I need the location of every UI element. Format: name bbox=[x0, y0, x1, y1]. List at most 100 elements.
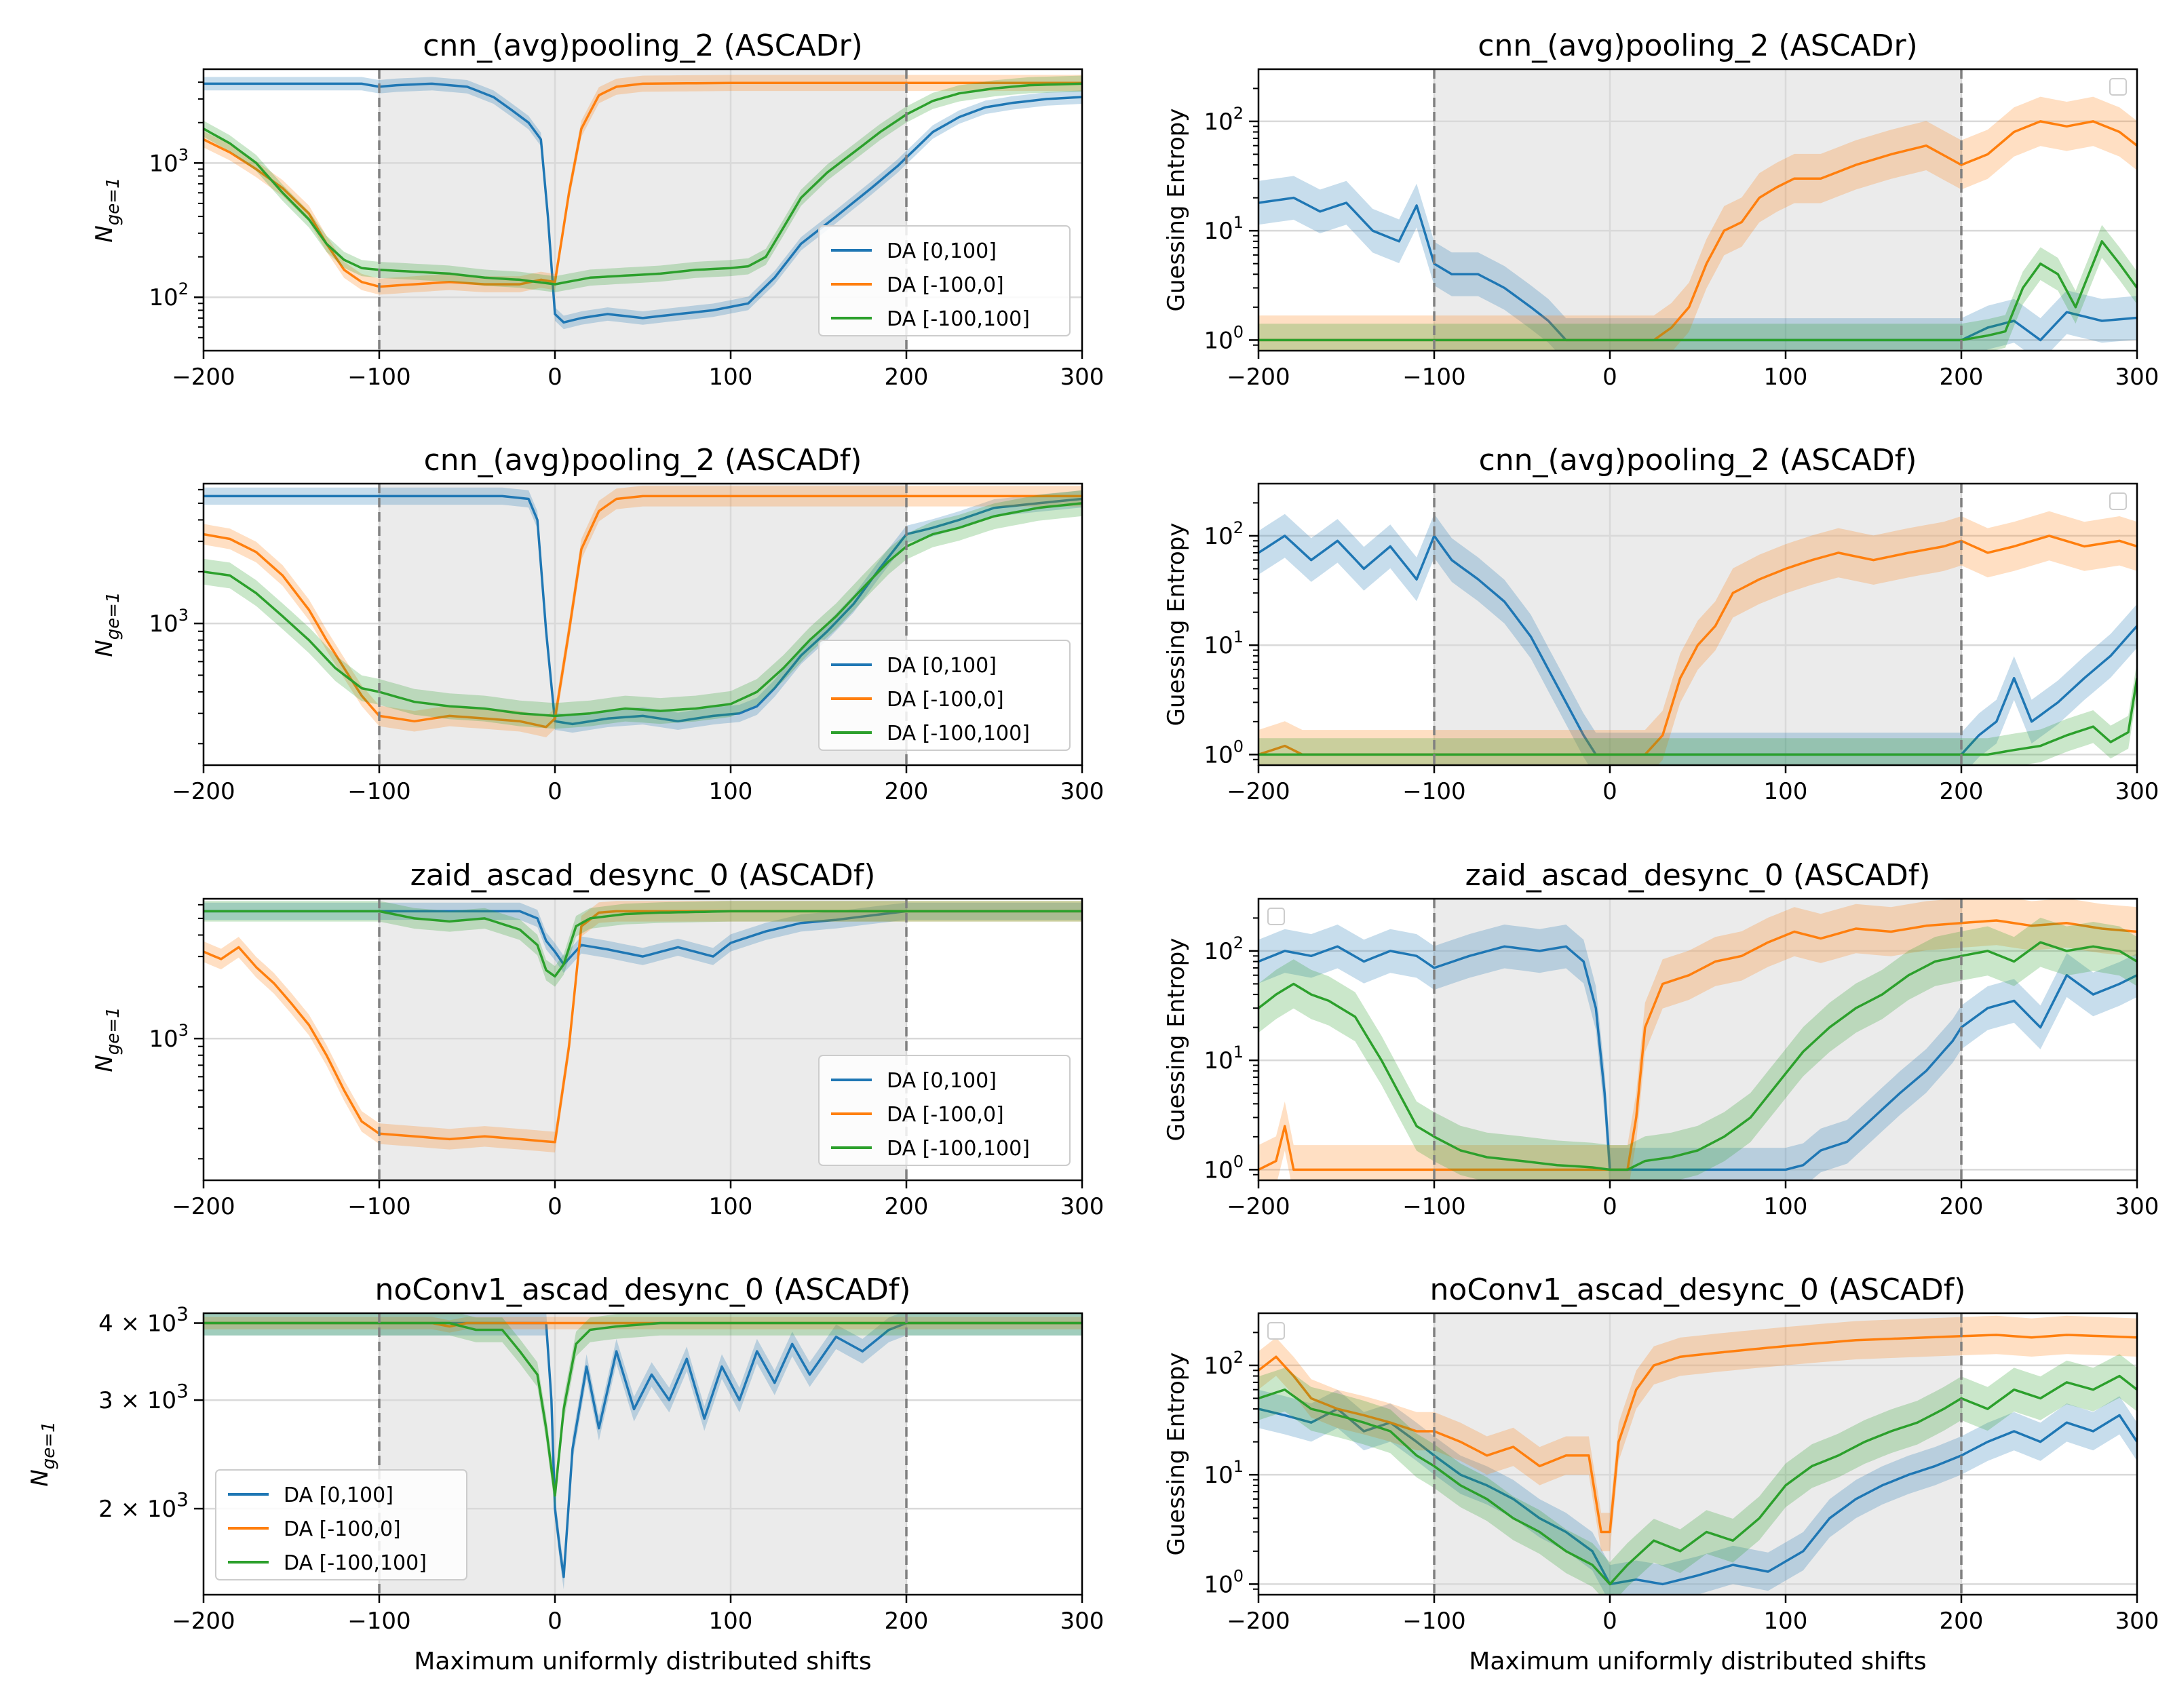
y-tick-label: 100 bbox=[1204, 1152, 1244, 1184]
y-tick-exponent: 0 bbox=[1233, 737, 1244, 756]
x-tick-label: 300 bbox=[2115, 1193, 2159, 1220]
x-tick-label: 100 bbox=[709, 778, 753, 805]
empty-legend-box bbox=[1267, 908, 1285, 925]
series-band-1 bbox=[204, 902, 1082, 973]
empty-legend-box bbox=[2109, 78, 2127, 96]
x-tick-label: −200 bbox=[172, 1608, 235, 1635]
series-band-2 bbox=[1258, 899, 2137, 1180]
y-tick-exponent: 1 bbox=[1233, 1043, 1244, 1062]
series-line-2 bbox=[1258, 919, 2137, 1171]
y-tick-exponent: 2 bbox=[178, 279, 189, 298]
plot-area bbox=[204, 1313, 1082, 1589]
x-tick-label: 200 bbox=[1940, 1193, 1984, 1220]
plot-area bbox=[204, 75, 1082, 330]
y-axis-label: Nge=1 bbox=[26, 1421, 59, 1486]
x-tick-label: 300 bbox=[1060, 364, 1104, 391]
y-axis-label: Guessing Entropy bbox=[1163, 938, 1190, 1142]
x-tick-label: 300 bbox=[1060, 778, 1104, 805]
series-line-1 bbox=[204, 494, 1082, 726]
x-tick-label: 0 bbox=[547, 778, 562, 805]
series-line-3 bbox=[1258, 1374, 2137, 1586]
series-band-3 bbox=[204, 901, 1082, 987]
legend-label-3: DA [-100,100] bbox=[284, 1551, 427, 1575]
y-tick-exponent: 0 bbox=[1233, 322, 1244, 341]
series-line-2 bbox=[204, 81, 1082, 288]
y-tick-exponent: 3 bbox=[178, 606, 189, 625]
chart-title: cnn_(avg)pooling_2 (ASCADf) bbox=[424, 443, 862, 478]
y-tick-label: 103 bbox=[149, 1021, 189, 1053]
x-tick-label: −100 bbox=[347, 1608, 410, 1635]
shaded-region bbox=[1434, 899, 1961, 1180]
x-tick-label: 0 bbox=[547, 364, 562, 391]
x-tick-label: 0 bbox=[1602, 1193, 1617, 1220]
x-tick-label: 200 bbox=[1940, 364, 1984, 391]
x-axis-label: Maximum uniformly distributed shifts bbox=[414, 1648, 871, 1675]
x-tick-label: 0 bbox=[547, 1193, 562, 1220]
series-band-1 bbox=[204, 487, 1082, 733]
chart-4: −200 −100 0 100 200 300100101102cnn_(avg)pool… bbox=[1163, 443, 2159, 805]
x-tick-label: 300 bbox=[1060, 1193, 1104, 1220]
series-band-3 bbox=[204, 1313, 1082, 1508]
series-line-3 bbox=[204, 910, 1082, 978]
chart-title: zaid_ascad_desync_0 (ASCADf) bbox=[410, 858, 876, 893]
legend-label-3: DA [-100,100] bbox=[887, 307, 1030, 331]
y-axis-label: Nge=1 bbox=[91, 177, 123, 242]
y-tick-label: 101 bbox=[1204, 627, 1244, 659]
y-tick-base: 10 bbox=[149, 284, 178, 311]
x-tick-label: 100 bbox=[709, 1193, 753, 1220]
y-tick-base: 2 × 10 bbox=[98, 1496, 176, 1523]
y-tick-exponent: 1 bbox=[1233, 213, 1244, 232]
series-band-3 bbox=[1258, 661, 2137, 765]
chart-title: cnn_(avg)pooling_2 (ASCADr) bbox=[1478, 28, 1917, 63]
y-tick-base: 10 bbox=[1204, 1157, 1233, 1184]
y-tick-label: 102 bbox=[1204, 1348, 1244, 1380]
y-tick-base: 10 bbox=[1204, 1047, 1233, 1074]
series-band-1 bbox=[204, 77, 1082, 330]
x-tick-label: −200 bbox=[1227, 1608, 1290, 1635]
y-tick-base: 10 bbox=[1204, 938, 1233, 965]
y-tick-exponent: 0 bbox=[1233, 1152, 1244, 1171]
axes-frame bbox=[1257, 1312, 2138, 1596]
chart-8: −200 −100 0 100 200 300100101102noConv1_ascad… bbox=[1163, 1273, 2159, 1675]
y-label-main: N bbox=[91, 225, 118, 242]
legend-label-1: DA [0,100] bbox=[887, 654, 997, 678]
chart-3: −200 −100 0 100 200 300 103 cnn_(avg)pooling_2 … bbox=[91, 443, 1104, 805]
x-tick-label: 100 bbox=[1764, 1193, 1808, 1220]
legend-box bbox=[818, 1055, 1071, 1166]
y-tick-exponent: 2 bbox=[1233, 518, 1244, 537]
x-tick-label: −200 bbox=[172, 1193, 235, 1220]
x-tick-label: 300 bbox=[1060, 1608, 1104, 1635]
series-line-1 bbox=[204, 82, 1082, 324]
y-tick-label: 102 bbox=[1204, 104, 1244, 136]
x-tick-label: 300 bbox=[2115, 1608, 2159, 1635]
chart-title: noConv1_ascad_desync_0 (ASCADf) bbox=[375, 1273, 911, 1307]
y-tick-exponent: 2 bbox=[1233, 104, 1244, 123]
y-tick-exponent: 3 bbox=[178, 1021, 189, 1040]
legend: DA [0,100] DA [-100,0] DA [-100,100] bbox=[215, 1469, 467, 1580]
y-label-subscript: ge=1 bbox=[103, 1007, 123, 1055]
series-line-1 bbox=[1258, 945, 2137, 1171]
y-tick-exponent: 3 bbox=[176, 1380, 189, 1402]
y-tick-label: 101 bbox=[1204, 1043, 1244, 1074]
y-label-subscript: ge=1 bbox=[39, 1421, 59, 1469]
series-band-3 bbox=[1258, 225, 2137, 351]
x-tick-label: −200 bbox=[1227, 364, 1290, 391]
y-tick-base: 3 × 10 bbox=[98, 1387, 176, 1414]
x-tick-label: −100 bbox=[347, 778, 410, 805]
legend-label-2: DA [-100,0] bbox=[887, 1103, 1004, 1127]
legend-label-3: DA [-100,100] bbox=[887, 722, 1030, 745]
y-tick-exponent: 3 bbox=[176, 1303, 189, 1325]
y-tick-exponent: 0 bbox=[1233, 1566, 1244, 1585]
axes-frame bbox=[1257, 68, 2138, 352]
y-tick-base: 10 bbox=[1204, 327, 1233, 354]
chart-title: cnn_(avg)pooling_2 (ASCADf) bbox=[1479, 443, 1917, 478]
empty-legend-box bbox=[1267, 1322, 1285, 1340]
x-tick-label: 200 bbox=[885, 1608, 929, 1635]
legend-label-2: DA [-100,0] bbox=[284, 1517, 401, 1541]
chart-title: zaid_ascad_desync_0 (ASCADf) bbox=[1465, 858, 1931, 893]
y-tick-label: 100 bbox=[1204, 322, 1244, 354]
x-tick-label: 100 bbox=[1764, 778, 1808, 805]
x-tick-label: 0 bbox=[1602, 1608, 1617, 1635]
legend-label-1: DA [0,100] bbox=[887, 239, 997, 263]
